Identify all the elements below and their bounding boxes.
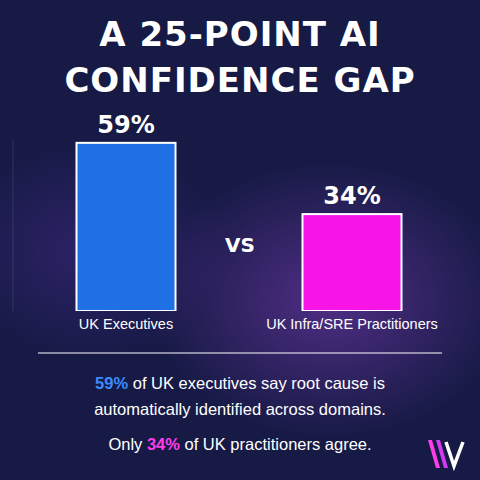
- category-label: UK Executives: [79, 316, 173, 332]
- footnote-line: 59% of UK executives say root cause is: [95, 374, 385, 392]
- chart-title: A 25-POINT AI: [99, 14, 381, 54]
- bars: [77, 143, 402, 311]
- data-label: 59%: [97, 111, 154, 139]
- annotation: VS: [225, 233, 255, 257]
- data-label: 34%: [323, 182, 380, 210]
- logo: [428, 440, 463, 468]
- footnote-text: of UK practitioners agree.: [180, 435, 372, 453]
- chart-title: CONFIDENCE GAP: [64, 60, 415, 100]
- bar: [303, 214, 402, 311]
- footnote-text: Only: [108, 435, 147, 453]
- bar: [77, 143, 176, 311]
- chart-canvas: A 25-POINT AI CONFIDENCE GAP 59% 34% UK Exec…: [0, 0, 480, 480]
- footnote-text: of UK executives say root cause is: [128, 374, 385, 392]
- footnote-text: 34%: [147, 435, 180, 453]
- y-axis-line: [13, 140, 14, 311]
- footnote-line: Only 34% of UK practitioners agree.: [108, 435, 371, 453]
- footnote-text: 59%: [95, 374, 128, 392]
- footnote-line: automatically identified across domains.: [94, 400, 386, 418]
- category-label: UK Infra/SRE Practitioners: [266, 316, 438, 332]
- footnote-text: automatically identified across domains.: [94, 400, 386, 418]
- divider: [38, 353, 442, 354]
